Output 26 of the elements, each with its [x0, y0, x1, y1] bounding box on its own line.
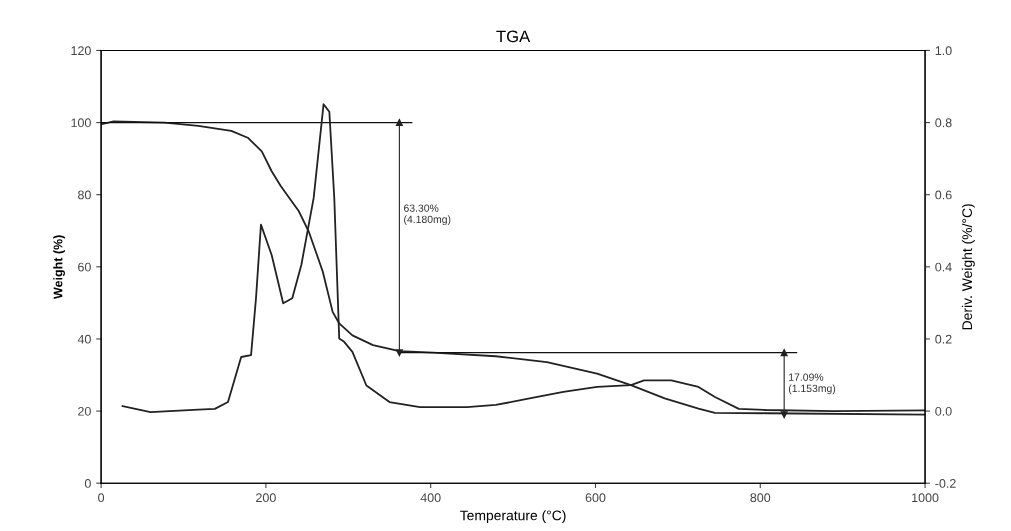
annotation: 17.09% (1.153mg) [788, 373, 836, 395]
y-tick-label: 80 [78, 190, 91, 200]
y2-tick-label: 0.4 [935, 262, 952, 272]
chart-title: TGA [496, 30, 531, 43]
x-tick-label: 0 [98, 493, 105, 503]
annotation: 63.30% (4.180mg) [404, 204, 451, 226]
x-tick-label: 400 [420, 493, 441, 503]
y-tick-label: 0 [84, 479, 91, 488]
y-tick-label: 40 [77, 334, 91, 344]
y2-tick-label: 0.2 [935, 334, 952, 344]
x-tick-label: 1000 [912, 493, 939, 503]
y-axis-title: Weight (%) [53, 235, 65, 299]
x-axis-title: Temperature (°C) [460, 510, 566, 524]
y2-tick-label: 0.8 [935, 118, 952, 128]
y-tick-label: 100 [71, 118, 91, 128]
y-tick-label: 60 [78, 262, 91, 272]
x-tick-label: 600 [585, 493, 606, 503]
y2-tick-label: 0.0 [935, 406, 952, 416]
y2-tick-label: -0.2 [935, 479, 956, 488]
y2-tick-label: 1.0 [935, 46, 952, 56]
x-tick-label: 800 [750, 493, 771, 503]
x-tick-label: 200 [256, 493, 276, 503]
y2-axis-title: Deriv. Weight (%/°C) [961, 204, 975, 330]
y-tick-label: 120 [71, 46, 91, 56]
y2-tick-label: 0.6 [935, 190, 952, 200]
y-tick-label: 20 [78, 406, 91, 416]
